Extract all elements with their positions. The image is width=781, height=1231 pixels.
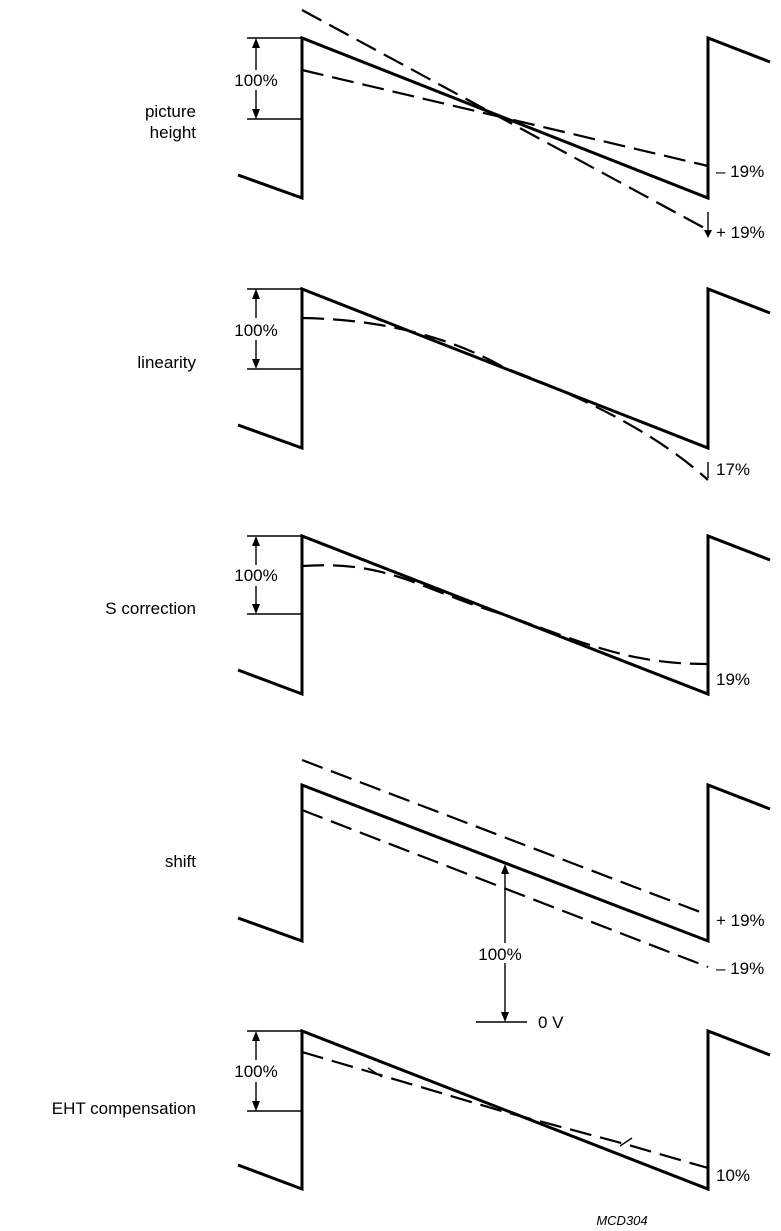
arrowhead-limit [704,230,712,238]
solid-sawtooth [237,286,771,451]
solid-sawtooth [237,1028,771,1192]
span-label-100-percent: 100% [234,321,277,340]
panel-label-picture-height-line2: height [150,123,197,142]
arrowhead-down [252,1101,260,1111]
dashed-shift-upper [301,758,709,917]
dashed-sawtooth-upper [301,9,709,231]
panel-label-shift: shift [165,852,196,871]
panel-label-linearity: linearity [137,353,196,372]
figure-code: MCD304 [596,1213,647,1228]
solid-sawtooth [237,533,771,697]
arrowhead-down [501,1012,509,1022]
span-label-100-percent: 100% [234,1062,277,1081]
panel-eht-compensation: EHT compensation 100% 10% [52,1028,771,1192]
solid-sawtooth [237,35,771,201]
arrowhead-down [252,109,260,119]
span-label-100-percent: 100% [478,945,521,964]
ripple-mark-left [367,1067,383,1078]
dashed-s-curve [301,564,709,666]
panel-label-picture-height-line1: picture [145,102,196,121]
annotation-minus-19: – 19% [716,162,764,181]
arrowhead-up [252,289,260,299]
panel-label-eht-compensation: EHT compensation [52,1099,196,1118]
annotation-17: 17% [716,460,750,479]
panel-label-s-correction: S correction [105,599,196,618]
annotation-plus-19: + 19% [716,223,765,242]
arrowhead-up [252,1031,260,1041]
dashed-eht-curve [301,1050,709,1170]
annotation-plus-19: + 19% [716,911,765,930]
solid-sawtooth [237,782,771,944]
span-label-100-percent: 100% [234,71,277,90]
span-label-100-percent: 100% [234,566,277,585]
panel-linearity: linearity 100% 17% [137,286,771,481]
panel-shift: shift 100% 0 V + 19% – 19% [165,758,771,1032]
arrowhead-up [252,38,260,48]
panel-s-correction: S correction 100% 19% [105,533,771,697]
annotation-minus-19: – 19% [716,959,764,978]
dashed-linearity-curve [301,316,709,481]
ground-label-0v: 0 V [538,1013,564,1032]
ripple-mark-right [619,1137,633,1147]
annotation-10: 10% [716,1166,750,1185]
arrowhead-down [252,604,260,614]
dashed-sawtooth-lower [301,68,709,168]
arrowhead-up [252,536,260,546]
panel-picture-height: picture height 100% – 19% + 19% [145,9,771,242]
annotation-19: 19% [716,670,750,689]
arrowhead-down [252,359,260,369]
arrowhead-up [501,864,509,874]
